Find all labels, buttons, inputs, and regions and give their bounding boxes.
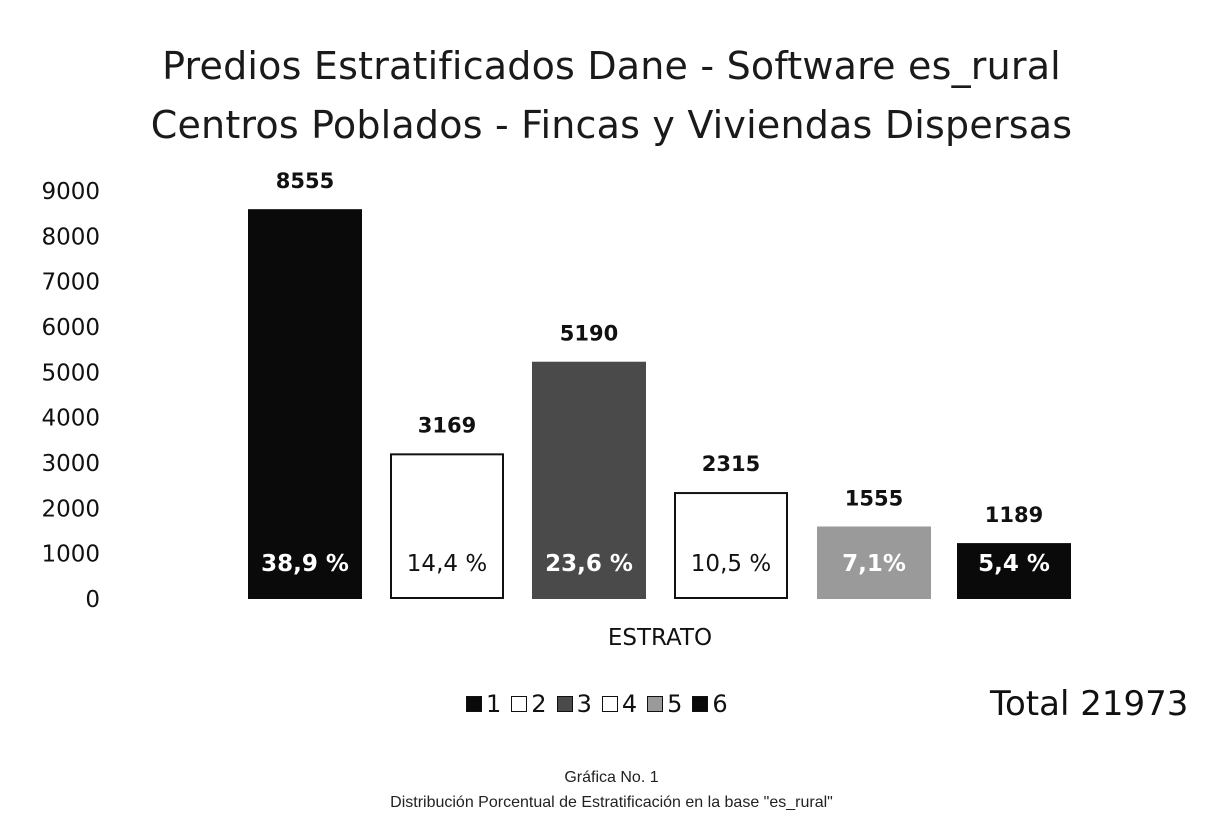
legend-item: 3 xyxy=(556,690,592,718)
bar-percent-label: 10,5 % xyxy=(691,551,771,577)
legend-swatch xyxy=(692,696,709,712)
y-tick-label: 3000 xyxy=(41,451,100,477)
legend-swatch xyxy=(511,696,528,712)
y-tick-label: 4000 xyxy=(41,406,100,432)
legend-swatch xyxy=(647,696,664,712)
legend-item: 2 xyxy=(511,690,547,718)
bar xyxy=(674,492,788,600)
bar-value-label: 2315 xyxy=(702,452,760,476)
y-tick-label: 1000 xyxy=(41,542,100,568)
legend-item: 1 xyxy=(466,690,501,718)
legend-label: 4 xyxy=(621,690,638,718)
figure-caption-number: Gráfica No. 1 xyxy=(564,769,659,786)
legend-label: 3 xyxy=(576,690,592,718)
bar xyxy=(817,526,931,599)
y-tick-label: 0 xyxy=(85,587,100,613)
total-label: Total 21973 xyxy=(990,684,1189,724)
y-tick-label: 9000 xyxy=(41,179,100,205)
chart-legend: 1 2 3 4 5 6 xyxy=(466,690,738,718)
legend-label: 1 xyxy=(486,690,502,718)
x-axis-label: ESTRATO xyxy=(608,625,712,651)
bar-value-label: 1555 xyxy=(845,487,903,511)
bar-percent-label: 5,4 % xyxy=(978,551,1050,577)
bar xyxy=(390,453,504,599)
chart-title: Predios Estratificados Dane - Software e… xyxy=(162,44,1061,88)
bar xyxy=(532,361,646,599)
bar-percent-label: 7,1% xyxy=(842,551,906,577)
legend-swatch xyxy=(556,696,573,712)
bar-value-label: 1189 xyxy=(985,503,1043,527)
legend-label: 6 xyxy=(712,690,728,718)
y-tick-label: 7000 xyxy=(41,270,100,296)
legend-item: 5 xyxy=(647,690,682,718)
bar-percent-label: 38,9 % xyxy=(261,551,349,577)
bar-percent-label: 23,6 % xyxy=(545,551,633,577)
bar xyxy=(248,209,362,599)
legend-label: 5 xyxy=(667,690,683,718)
chart-subtitle: Centros Poblados - Fincas y Viviendas Di… xyxy=(150,103,1073,147)
legend-label: 2 xyxy=(531,690,547,718)
legend-swatch xyxy=(601,696,618,712)
y-tick-label: 6000 xyxy=(41,315,100,341)
legend-item: 6 xyxy=(692,690,728,718)
legend-swatch xyxy=(466,696,482,712)
legend-item: 4 xyxy=(601,690,638,718)
bar-percent-label: 14,4 % xyxy=(407,551,487,577)
bar-value-label: 8555 xyxy=(276,169,334,193)
y-tick-label: 5000 xyxy=(41,360,100,386)
bar-value-label: 5190 xyxy=(560,322,618,346)
bar xyxy=(957,543,1071,600)
figure-caption-text: Distribución Porcentual de Estratificaci… xyxy=(390,794,833,811)
bar-value-label: 3169 xyxy=(418,413,476,437)
y-tick-label: 8000 xyxy=(41,224,100,250)
y-tick-label: 2000 xyxy=(41,496,100,522)
